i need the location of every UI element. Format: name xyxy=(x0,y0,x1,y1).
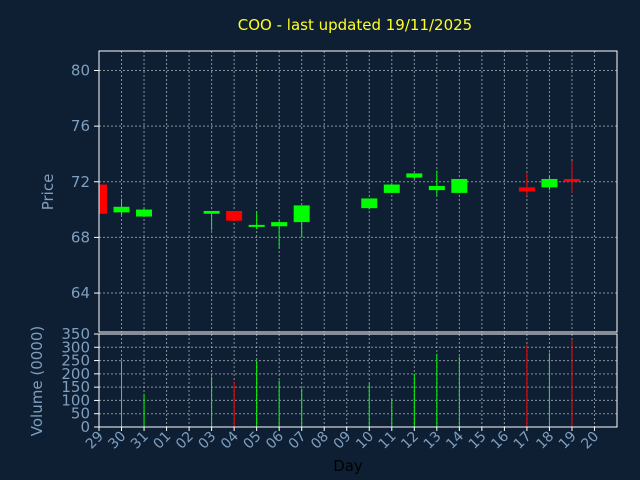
x-tick-label: 31 xyxy=(128,429,152,453)
x-tick-label: 05 xyxy=(241,429,265,453)
volume-tick-label: 100 xyxy=(61,391,90,409)
candle-body xyxy=(451,178,468,193)
volume-tick-label: 150 xyxy=(61,378,90,396)
x-tick-label: 15 xyxy=(466,429,490,453)
candle-body xyxy=(563,178,580,182)
price-y-ticks: 64 68 72 76 80 xyxy=(71,61,99,302)
x-tick-label: 11 xyxy=(376,429,400,453)
candle-body xyxy=(203,210,220,214)
x-tick-label: 02 xyxy=(173,429,197,453)
candle-body xyxy=(271,222,288,227)
price-tick-label: 76 xyxy=(71,117,90,135)
candle-body xyxy=(136,209,153,217)
x-tick-label: 30 xyxy=(105,429,129,453)
x-tick-label: 12 xyxy=(398,429,422,453)
candle-body xyxy=(226,210,243,221)
candle-body xyxy=(541,178,558,188)
x-tick-label: 04 xyxy=(218,428,242,452)
price-grid xyxy=(98,51,617,332)
x-tick-label: 09 xyxy=(331,429,355,453)
x-axis-label: Day xyxy=(333,457,363,475)
price-tick-label: 68 xyxy=(71,228,90,246)
x-tick-label: 17 xyxy=(511,429,535,453)
candle-body xyxy=(99,184,107,214)
price-tick-label: 72 xyxy=(71,173,90,191)
volume-bars xyxy=(121,339,573,427)
candle-body xyxy=(518,187,535,192)
x-tick-label: 16 xyxy=(488,428,512,452)
volume-tick-label: 250 xyxy=(61,352,90,370)
x-tick-label: 13 xyxy=(421,429,445,453)
x-tick-label: 20 xyxy=(578,429,602,453)
x-tick-label: 06 xyxy=(263,428,287,452)
volume-grid xyxy=(98,333,617,428)
x-ticks: 2930310102030405060708091011121314151617… xyxy=(83,427,602,452)
price-tick-label: 80 xyxy=(71,61,90,79)
chart-title: COO - last updated 19/11/2025 xyxy=(238,16,472,34)
candle-body xyxy=(406,173,423,178)
candle-body xyxy=(293,205,310,223)
volume-tick-label: 200 xyxy=(61,365,90,383)
candle-body xyxy=(248,224,265,227)
volume-plot-frame xyxy=(98,333,618,428)
price-axis-label: Price xyxy=(39,174,57,211)
x-tick-label: 08 xyxy=(308,429,332,453)
candle-body xyxy=(361,198,378,209)
candle-body xyxy=(428,185,445,191)
candle-body xyxy=(383,184,400,193)
x-tick-label: 03 xyxy=(196,429,220,453)
volume-tick-label: 0 xyxy=(80,418,90,436)
volume-tick-label: 350 xyxy=(61,325,90,343)
volume-axis-label: Volume (0000) xyxy=(28,326,46,436)
x-tick-label: 19 xyxy=(556,429,580,453)
price-candles xyxy=(98,160,580,249)
x-tick-label: 14 xyxy=(443,428,467,452)
candle-body xyxy=(113,206,130,213)
price-plot-frame xyxy=(98,50,618,333)
x-tick-label: 07 xyxy=(286,429,310,453)
volume-tick-label: 300 xyxy=(61,338,90,356)
x-tick-label: 10 xyxy=(353,429,377,453)
x-tick-label: 18 xyxy=(533,429,557,453)
x-tick-label: 01 xyxy=(150,429,174,453)
price-tick-label: 64 xyxy=(71,284,90,302)
volume-tick-label: 50 xyxy=(71,405,90,423)
